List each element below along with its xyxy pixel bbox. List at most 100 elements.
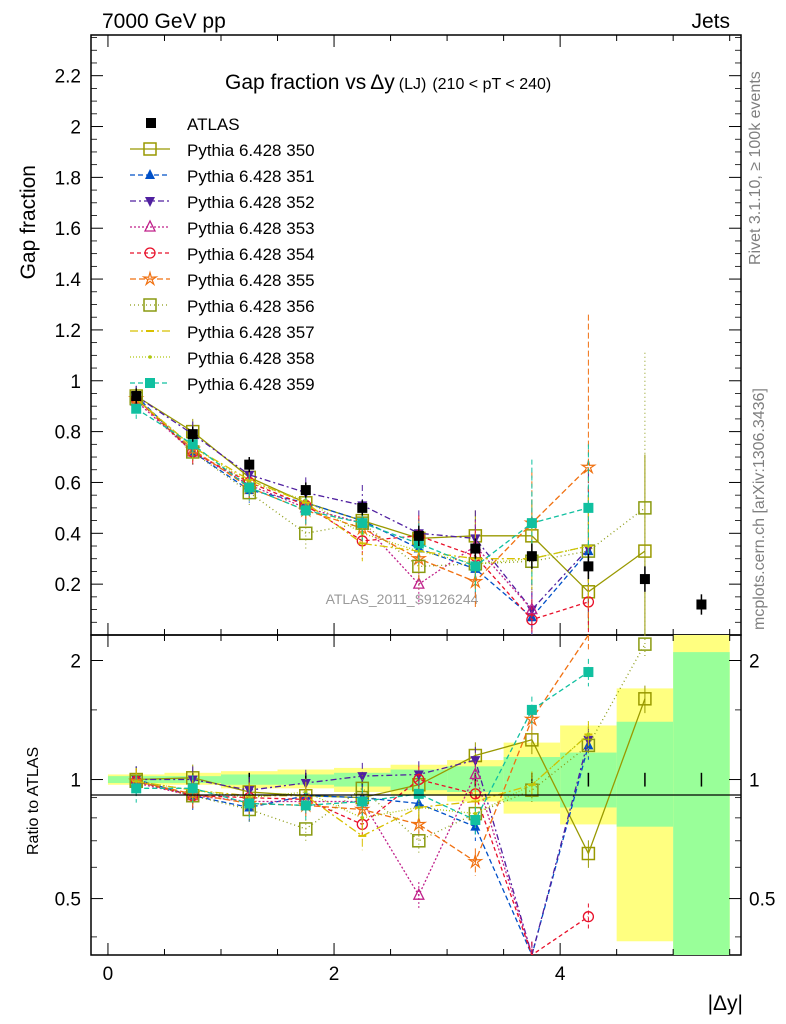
main-ytick-label: 1.2 [55,321,81,342]
legend-entry-8: Pythia 6.428 358 [130,349,315,368]
main-ytick-label: 1.4 [55,270,82,291]
main-ytick-label: 2.2 [55,67,81,88]
ratio-point [473,811,478,816]
rivet-label: Rivet 3.1.10, ≥ 100k events [747,71,764,265]
atlas-point [470,543,481,554]
ratio-point [412,887,425,900]
header-left: 7000 GeV pp [102,10,226,33]
legend-entry-3: Pythia 6.428 353 [130,219,315,238]
main-ytick-label: 0.2 [55,575,81,596]
legend-marker [145,169,155,179]
legend-label: Pythia 6.428 355 [187,271,315,290]
atlas-point [187,429,198,440]
legend-entry-1: Pythia 6.428 351 [130,167,315,186]
chart-title-cut: (210 < pT < 240) [432,76,551,93]
ratio-point [467,852,484,869]
main-ytick-label: 1 [70,372,81,393]
legend-label: Pythia 6.428 353 [187,219,315,238]
ratio-y-axis: 0.5 0.5 1 1 2 2 [55,651,775,938]
xtick-label: 0 [103,964,114,985]
data-point [526,614,538,626]
xtick-label: 4 [555,964,566,985]
ratio-point [299,822,313,836]
atlas-point [639,574,650,585]
legend-marker [145,197,155,207]
ratio-point [244,798,255,809]
main-y-label: Gap fraction [17,165,40,279]
legend-marker [145,378,155,388]
legend-entry-9: Pythia 6.428 359 [130,375,315,394]
ratio-series-line [136,635,589,863]
data-point [303,498,308,503]
main-ytick-label: 2 [70,118,81,139]
ratio-point [134,779,139,784]
ratio-point [131,783,142,794]
legend-entry-4: Pythia 6.428 354 [130,245,315,264]
main-ytick-label: 1.6 [55,219,81,240]
band-green-10 [673,652,730,955]
ratio-point [413,797,424,808]
ratio-point [413,788,424,799]
data-point [412,559,426,574]
legend-label: Pythia 6.428 351 [187,167,315,186]
legend-entry-atlas: ATLAS [146,115,240,134]
main-ytick-label: 0.6 [55,473,81,494]
legend-label-atlas: ATLAS [187,115,240,134]
atlas-point [300,485,311,496]
ratio-ytick-label-left: 2 [70,651,81,672]
ratio-point [470,815,481,826]
legend-marker [144,247,156,259]
ratio-point [355,781,370,796]
data-point [586,544,591,548]
legend-entry-6: Pythia 6.428 356 [130,297,315,316]
legend-entry-5: Pythia 6.428 355 [130,270,315,290]
series-line [135,398,646,568]
ratio-point [360,816,365,820]
main-ytick-label: 1.8 [55,168,81,189]
atlas-point [413,530,424,541]
chart-title-main: Gap fraction vs [225,71,366,94]
mcplots-label: mcplots.cern.ch [arXiv:1306.3436] [751,388,768,630]
atlas-point [696,599,707,610]
ratio-ytick-label-left: 0.5 [55,890,81,911]
atlas-point [244,459,255,470]
ratio-ytick-label-right: 1 [749,771,760,792]
ratio-point [586,732,591,737]
ratio-ytick-label-left: 1 [70,771,81,792]
ratio-point [469,767,482,780]
legend-marker-atlas [146,118,156,128]
series-line [135,395,646,593]
x-axis: 0 2 4 [103,35,731,985]
xtick-label: 2 [329,964,340,985]
data-point [187,439,198,450]
data-point [583,502,594,513]
legend-marker [141,270,159,287]
legend-label: Pythia 6.428 350 [187,141,315,160]
atlas-point [131,391,142,402]
legend-marker [143,219,157,232]
x-axis-label: |Δy| [708,992,743,1015]
data-point [357,518,368,529]
ratio-series-line [136,734,589,837]
atlas-point [526,551,537,562]
data-point [638,501,652,515]
analysis-watermark: ATLAS_2011_S9126244 [326,591,479,607]
legend-label: Pythia 6.428 354 [187,245,315,264]
ratio-point [410,815,428,832]
ratio-y-label: Ratio to ATLAS [25,747,42,855]
legend-label: Pythia 6.428 356 [187,297,315,316]
atlas-point [357,502,368,513]
ratio-point [583,667,594,678]
data-point [470,561,481,572]
data-point [131,403,142,414]
ratio-point [638,692,652,706]
ratio-point [357,796,368,807]
legend-entry-2: Pythia 6.428 352 [130,193,315,212]
main-y-axis: 0.2 0.4 0.6 0.8 1 1.2 1.4 1.6 1.8 2 2.2 [55,37,741,623]
ratio-ytick-label-right: 2 [749,651,760,672]
atlas-data [131,388,707,615]
legend-entry-7: Pythia 6.428 357 [130,323,315,342]
ratio-point [526,704,537,715]
ratio-point [300,800,311,811]
